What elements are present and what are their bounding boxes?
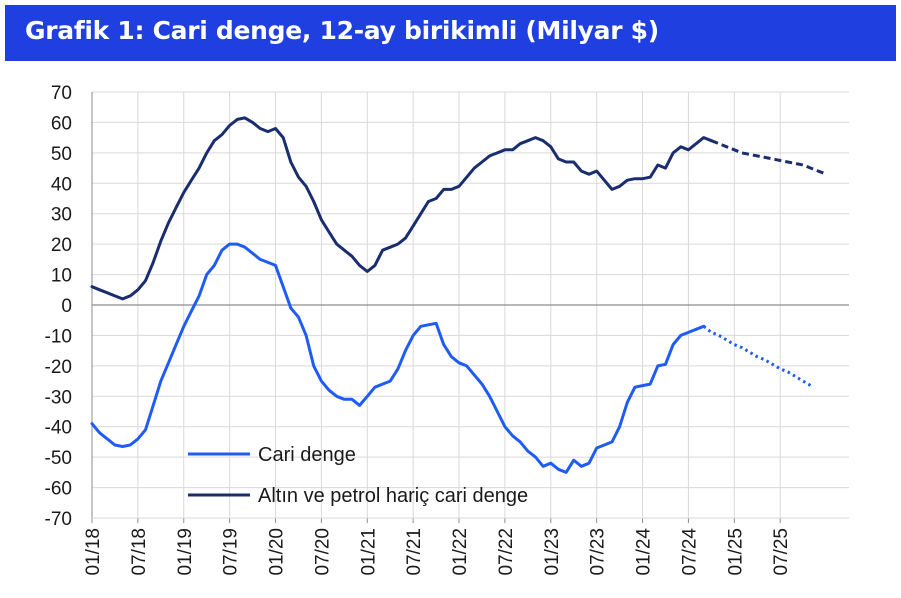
y-tick-label: 10	[51, 266, 72, 287]
y-tick-label: -40	[45, 418, 72, 439]
legend-label-1: Altın ve petrol hariç cari denge	[258, 485, 528, 507]
chart-title-bar: Grafik 1: Cari denge, 12-ay birikimli (M…	[5, 5, 896, 61]
series-projection-0	[702, 325, 812, 387]
x-tick-label: 07/18	[129, 528, 150, 576]
series-line-0	[90, 242, 706, 474]
series-projection-1	[710, 139, 827, 176]
y-tick-label: -20	[45, 357, 72, 378]
y-tick-label: -50	[45, 448, 72, 469]
x-tick-label: 01/19	[175, 528, 196, 576]
x-tick-label: 01/24	[634, 528, 655, 576]
y-tick-label: -60	[45, 479, 72, 500]
legend-label-0: Cari denge	[258, 444, 356, 466]
chart-title: Grafik 1: Cari denge, 12-ay birikimli (M…	[25, 16, 659, 45]
x-tick-label: 07/21	[404, 528, 425, 576]
x-tick-label: 01/20	[267, 528, 288, 576]
series-line-1	[90, 116, 713, 301]
y-tick-label: 30	[51, 205, 72, 226]
x-tick-label: 07/24	[679, 528, 700, 576]
y-tick-label: -10	[45, 326, 72, 347]
x-tick-label: 07/19	[221, 528, 242, 576]
series-group	[90, 116, 827, 474]
x-axis-ticks: 01/18 07/18 01/19 07/19 01/20 07/20 01/21 07/21…	[83, 528, 792, 576]
y-tick-label: -70	[45, 509, 72, 530]
y-axis-ticks: 70 60 50 40 30 20 10 0 -10 -20 -30 -40 -50 -60 -70	[45, 83, 72, 530]
x-tick-label: 07/25	[771, 528, 792, 576]
y-tick-label: 70	[51, 83, 72, 104]
legend: Cari denge Altın ve petrol hariç cari den…	[188, 444, 528, 507]
x-tick-label: 07/20	[312, 528, 333, 576]
axes	[91, 92, 849, 523]
y-tick-label: 60	[51, 113, 72, 134]
y-tick-label: 20	[51, 235, 72, 256]
y-tick-label: -30	[45, 387, 72, 408]
x-tick-label: 07/23	[588, 528, 609, 576]
y-tick-label: 40	[51, 174, 72, 195]
y-tick-label: 0	[61, 296, 72, 317]
x-tick-label: 07/22	[496, 528, 517, 576]
x-tick-label: 01/22	[450, 528, 471, 576]
x-tick-label: 01/23	[542, 528, 563, 576]
x-tick-label: 01/25	[725, 528, 746, 576]
x-tick-label: 01/21	[358, 528, 379, 576]
x-tick-label: 01/18	[83, 528, 104, 576]
y-tick-label: 50	[51, 144, 72, 165]
